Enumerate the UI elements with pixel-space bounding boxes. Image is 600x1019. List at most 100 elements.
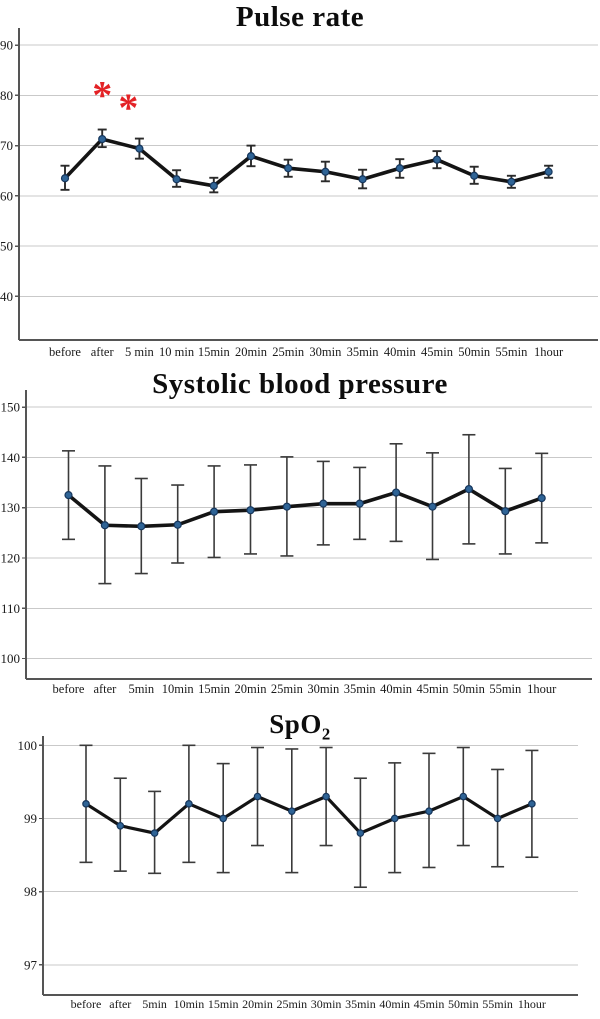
data-point-30min xyxy=(322,792,330,801)
data-point-35min xyxy=(356,829,365,837)
spo2-chart-section: 97 98 99 100 before after 5min 10min 15min 20min 2… xyxy=(0,700,600,1019)
data-point-1hour xyxy=(544,167,553,176)
x-tick-label-35min: 35min xyxy=(344,682,377,696)
x-tick-label-5 min: 5 min xyxy=(125,345,155,359)
x-tick-label-20min: 20min xyxy=(235,682,268,696)
data-point-10min xyxy=(173,520,182,529)
y-tick-label-97: 97 xyxy=(24,957,38,972)
x-tick-label-25min: 25min xyxy=(276,997,307,1011)
x-tick-label-20min: 20min xyxy=(242,997,273,1011)
data-point-35min xyxy=(358,175,367,184)
data-point-1hour xyxy=(537,494,546,503)
x-tick-label-5min: 5min xyxy=(142,997,167,1011)
y-tick-label-150: 150 xyxy=(1,400,21,415)
data-point-30min xyxy=(319,499,328,508)
data-point-30min xyxy=(321,167,330,176)
x-tick-label-10 min: 10 min xyxy=(159,345,195,359)
data-point-10 min xyxy=(172,175,181,184)
data-point-50min xyxy=(464,484,473,494)
data-point-5min xyxy=(137,522,146,531)
data-point-5 min xyxy=(135,144,144,153)
data-point-25min xyxy=(282,502,291,511)
x-tick-label-15min: 15min xyxy=(208,997,239,1011)
x-tick-label-10min: 10min xyxy=(174,997,205,1011)
data-point-20min xyxy=(253,792,262,801)
x-tick-label-5min: 5min xyxy=(128,682,154,696)
y-tick-label-100: 100 xyxy=(18,738,38,753)
x-tick-label-55min: 55min xyxy=(489,682,522,696)
x-tick-label-45min: 45min xyxy=(421,345,454,359)
spo2-chart-title: SpO2 xyxy=(0,709,600,744)
x-tick-label-30min: 30min xyxy=(307,682,340,696)
y-tick-label-110: 110 xyxy=(1,601,20,616)
data-point-15min xyxy=(210,507,219,516)
x-tick-label-before: before xyxy=(53,682,85,696)
y-tick-label-40: 40 xyxy=(0,289,13,304)
data-point-1hour xyxy=(528,800,536,808)
y-tick-label-140: 140 xyxy=(1,450,21,465)
x-tick-label-1hour: 1hour xyxy=(527,682,557,696)
data-point-45min xyxy=(425,807,433,815)
x-tick-label-before: before xyxy=(71,997,102,1011)
data-point-5min xyxy=(150,829,159,837)
data-point-55min xyxy=(493,814,502,823)
y-tick-label-130: 130 xyxy=(1,500,21,515)
data-line xyxy=(84,794,534,836)
x-tick-label-10min: 10min xyxy=(162,682,195,696)
data-point-10min xyxy=(185,800,193,808)
x-tick-label-after: after xyxy=(91,345,115,359)
data-point-50min xyxy=(470,171,479,180)
pulse-rate-chart-title: Pulse rate xyxy=(0,1,600,38)
x-tick-label-40min: 40min xyxy=(380,682,413,696)
data-point-40min xyxy=(395,164,404,173)
data-point-45min xyxy=(432,155,442,164)
data-point-25min xyxy=(284,164,293,173)
chart-title-text: SpO xyxy=(269,709,322,739)
x-tick-label-35min: 35min xyxy=(345,997,376,1011)
x-tick-label-35min: 35min xyxy=(347,345,380,359)
x-tick-label-55min: 55min xyxy=(482,997,513,1011)
y-tick-label-60: 60 xyxy=(0,188,13,203)
data-point-25min xyxy=(287,807,296,815)
x-tick-label-45min: 45min xyxy=(414,997,445,1011)
y-tick-label-80: 80 xyxy=(0,88,13,103)
x-tick-label-20min: 20min xyxy=(235,345,268,359)
data-point-before xyxy=(60,174,70,183)
data-point-35min xyxy=(355,499,364,508)
data-point-40min xyxy=(390,814,399,823)
data-point-after xyxy=(116,821,125,830)
data-point-15min xyxy=(209,181,218,190)
data-point-55min xyxy=(501,507,510,516)
data-point-20min xyxy=(246,506,255,515)
x-tick-label-1hour: 1hour xyxy=(518,997,546,1011)
x-tick-label-25min: 25min xyxy=(272,345,305,359)
x-tick-label-25min: 25min xyxy=(271,682,304,696)
data-point-50min xyxy=(459,792,468,801)
y-tick-label-100: 100 xyxy=(1,651,21,666)
x-tick-label-50min: 50min xyxy=(453,682,486,696)
x-tick-label-50min: 50min xyxy=(448,997,479,1011)
pulse-rate-chart-section: 40 50 60 70 80 90 * * before after 5 min 10 min 15mi… xyxy=(0,0,600,363)
y-tick-label-70: 70 xyxy=(0,138,13,153)
x-tick-label-before: before xyxy=(49,345,81,359)
pulse-rate-chart: 40 50 60 70 80 90 * * before after 5 min 10 min 15mi… xyxy=(0,28,598,359)
x-tick-label-1hour: 1hour xyxy=(534,345,564,359)
data-line xyxy=(66,487,544,529)
data-point-45min xyxy=(428,502,437,511)
data-point-before xyxy=(64,490,73,500)
x-tick-label-after: after xyxy=(93,682,117,696)
systolic-bp-chart-title: Systolic blood pressure xyxy=(0,368,600,405)
y-tick-label-98: 98 xyxy=(24,884,37,899)
data-line xyxy=(63,137,551,188)
systolic-bp-chart-section: 100 110 120 130 140 150 before after 5min 10min 15… xyxy=(0,363,600,700)
x-tick-label-50min: 50min xyxy=(458,345,491,359)
x-tick-label-15min: 15min xyxy=(198,682,231,696)
x-tick-label-after: after xyxy=(109,997,131,1011)
x-tick-label-40min: 40min xyxy=(384,345,417,359)
chart-title-text: Systolic blood pressure xyxy=(152,368,448,400)
y-tick-label-120: 120 xyxy=(1,550,21,565)
y-tick-label-99: 99 xyxy=(24,811,37,826)
spo2-chart: 97 98 99 100 before after 5min 10min 15min 20min 2… xyxy=(18,736,578,1011)
x-tick-label-55min: 55min xyxy=(495,345,528,359)
